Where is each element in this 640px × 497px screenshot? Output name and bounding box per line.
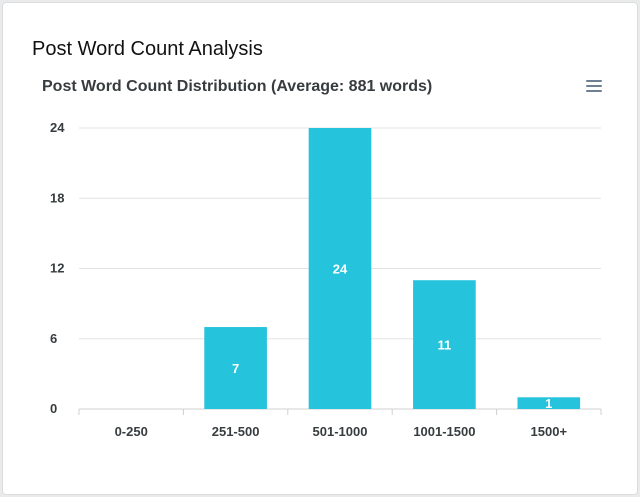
- x-tick-label: 501-1000: [313, 424, 368, 439]
- card-title: Post Word Count Analysis: [32, 38, 263, 60]
- data-label: 24: [333, 262, 348, 277]
- data-label: 11: [438, 338, 452, 353]
- y-tick-label: 24: [50, 120, 65, 135]
- bar: [204, 327, 267, 409]
- bar: [517, 397, 581, 409]
- y-tick-label: 6: [50, 331, 57, 346]
- bar: [413, 280, 476, 409]
- bar: [308, 128, 372, 409]
- y-tick-label: 12: [50, 261, 64, 276]
- hamburger-menu-icon[interactable]: [585, 79, 603, 93]
- x-tick-label: 1500+: [531, 424, 568, 439]
- data-label: 7: [232, 361, 239, 376]
- y-tick-label: 18: [50, 190, 64, 205]
- x-tick-label: 0-250: [115, 424, 148, 439]
- y-tick-label: 0: [50, 401, 57, 416]
- chart-title: Post Word Count Distribution (Average: 8…: [42, 78, 433, 95]
- x-tick-label: 1001-1500: [413, 424, 475, 439]
- data-label: 1: [545, 396, 552, 411]
- x-tick-label: 251-500: [212, 424, 260, 439]
